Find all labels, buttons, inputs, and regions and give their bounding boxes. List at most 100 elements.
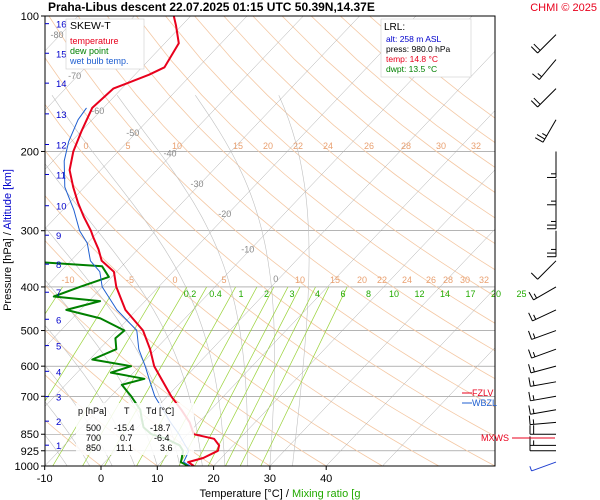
isotherm-label: -10 [241,244,254,254]
wind-barb-feather [533,43,541,51]
altitude-tick-label: 15 [56,49,67,60]
wind-barb-feather [533,97,541,105]
axes: -30-20-100102030401002003004005006007008… [15,11,333,485]
mixing-ratio-label: 0.4 [209,289,222,299]
wbzl-label: WBZL [472,398,497,408]
dry-adiabat-line [45,239,327,466]
wind-barb-shaft [538,59,557,80]
isotherm-line [213,169,495,466]
wind-barb-feather [528,391,531,401]
wind-barb-feather [532,380,535,386]
isotherm-label: -40 [164,148,177,158]
x-tick-label: 20 [207,473,219,485]
moist-adiabat-line [278,95,310,466]
levels-table: p [hPa] T Td [°C] 500 -15.4 -18.7 700 0.… [76,403,194,455]
moist-adiabat-line [45,434,68,466]
wind-barb-feather [542,132,547,137]
table-header-temp: T [124,406,130,416]
isotherm-line [45,16,191,170]
isotherm-lines [45,16,495,466]
levels-table-bg [76,403,194,455]
dry-adiabat-label: 20 [263,141,273,151]
x-tick-label: 30 [264,473,276,485]
wind-barb [529,461,557,472]
wind-barb-feather [532,73,540,80]
x-tick-label: -10 [37,473,53,485]
altitude-tick-label: 13 [56,110,67,121]
dry-adiabat-label: 5 [125,141,130,151]
isotherm-label: -70 [68,71,81,81]
moist-adiabat-line [195,95,275,466]
series-legend: SKEW-T temperature dew point wet bulb te… [65,18,145,70]
mixing-ratio-label: 2 [264,289,269,299]
table-header-pressure: p [hPa] [78,406,107,416]
isotherm-line [45,16,304,289]
lrl-dewpoint: dwpt: 13.5 °C [386,64,437,74]
moist-adiabat-label: 24 [402,275,412,285]
dry-adiabat-line [77,16,495,380]
table-cell: -15.4 [114,423,135,433]
mixing-ratio-label: 8 [366,289,371,299]
wind-barb [528,348,557,359]
wind-barb-shaft [530,395,557,402]
table-cell: -6.4 [154,433,170,443]
isotherm-line [45,16,417,407]
altitude-tick-label: 7 [56,288,61,299]
series-legend-box [65,18,145,70]
mixing-ratio-line [239,286,330,466]
dry-adiabat-line [45,56,495,437]
guide-line-labels: -80-70-60-50-40-30-20-1000.2 0.4 1 2 3 4 6 8 10 1… [51,30,527,299]
dry-adiabat-line [136,16,495,324]
wind-barb [528,330,557,340]
wind-barb [529,425,556,435]
dry-adiabat-label: 28 [401,141,411,151]
altitude-tick-label: 1 [56,441,61,452]
dry-adiabat-line [48,16,495,408]
pressure-tick-label: 400 [21,282,39,294]
wind-barb [530,34,557,54]
y-axis-title: Pressure [hPa] / Altitude [km] [2,169,14,311]
moist-adiabat-label: 28 [443,275,453,285]
dry-adiabat-label: 22 [293,141,303,151]
x-tick-label: 0 [98,473,104,485]
wind-barb-feather [528,330,533,340]
altitude-tick-label: 6 [56,315,61,326]
wind-barb-shaft [533,286,557,301]
dry-adiabat-line [45,419,102,466]
dry-adiabat-line [45,149,440,466]
pressure-tick-label: 600 [21,361,39,373]
wind-barb-feather [530,46,538,54]
legend-item-temperature: temperature [70,36,119,46]
altitude-tick-label: 11 [56,170,66,181]
dry-adiabat-label: 10 [172,141,182,151]
lrl-pressure: press: 980.0 hPa [386,44,451,54]
mixing-ratio-label: 20 [491,289,501,299]
wind-barb [528,391,557,402]
dry-adiabat-label: 32 [471,141,481,151]
wind-barb-feather [528,312,533,322]
wind-barb-shaft [537,88,557,108]
moist-adiabat-label: 26 [426,275,436,285]
wind-barb [528,309,557,322]
mixing-ratio-line [52,286,161,466]
pressure-tick-label: 300 [21,226,39,238]
wind-barb [532,59,557,80]
wind-barb-shaft [531,330,557,340]
isotherm-line [100,50,495,466]
wind-barb-feather [537,73,542,78]
altitude-tick-label: 14 [56,79,67,90]
pressure-tick-label: 850 [21,429,39,441]
wind-barb-shaft [531,461,557,472]
wind-barb-feather [532,408,535,414]
wind-barb [528,405,557,415]
wind-barb [547,151,557,178]
mixing-ratio-line [260,286,348,466]
wind-barb-feather [532,351,536,357]
wind-barb-feather [529,466,533,472]
moist-adiabat-label: 0 [172,275,177,285]
wind-barb-shaft [532,309,557,322]
wind-barb-feather [532,395,535,401]
dry-adiabat-label: 26 [364,141,374,151]
mixing-ratio-line [178,286,275,466]
